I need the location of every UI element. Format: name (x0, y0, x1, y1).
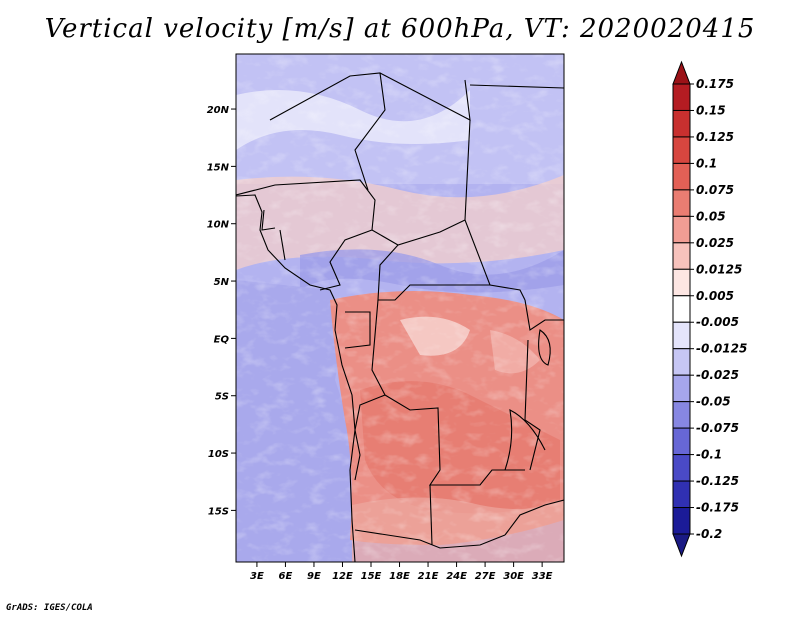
colorbar-label: 0.125 (696, 130, 734, 144)
latitude-axis: 20N 15N 10N 5N EQ 5S 10S 15S (207, 105, 236, 517)
colorbar-label: 0.1 (696, 156, 717, 170)
longitude-axis: 3E 6E 9E 12E 15E 18E 21E 24E 27E 30E 33E (250, 562, 553, 582)
colorbar-label: 0.05 (696, 209, 726, 223)
lat-tick-label: 15S (208, 506, 229, 517)
colorbar-label: 0.0125 (696, 262, 742, 276)
colorbar-top-triangle (672, 60, 691, 85)
colorbar-swatch (672, 374, 691, 403)
colorbar-swatch (672, 401, 691, 429)
country-borders (236, 72, 564, 549)
lon-tick-label: 15E (361, 571, 382, 582)
lon-tick-label: 21E (418, 571, 439, 582)
colorbar-label: 0.075 (696, 183, 734, 197)
colorbar-swatch (672, 427, 691, 456)
lat-tick-label: 5N (214, 277, 230, 288)
lat-tick-label: 10S (208, 449, 229, 460)
colorbar-label: -0.05 (696, 395, 731, 409)
colorbar-label: 0.15 (696, 103, 726, 117)
colorbar-label: 0.175 (696, 77, 734, 91)
lat-tick-label: EQ (214, 334, 230, 345)
colorbar-label: -0.025 (696, 368, 739, 382)
lat-tick-label: 10N (207, 220, 230, 231)
colorbar-label: 0.025 (696, 236, 734, 250)
colorbar-swatch (672, 189, 691, 217)
colorbar-swatch (672, 268, 691, 297)
lat-tick-label: 15N (207, 162, 230, 173)
colorbar-swatch (672, 162, 691, 191)
colorbar-swatch (672, 83, 691, 111)
velocity-field (236, 54, 564, 562)
lon-tick-label: 18E (389, 571, 410, 582)
lon-tick-label: 6E (279, 571, 293, 582)
colorbar-label: 0.005 (696, 289, 734, 303)
colorbar-label: -0.125 (696, 474, 739, 488)
lon-tick-label: 3E (250, 571, 264, 582)
colorbar-label: -0.0125 (696, 342, 747, 356)
colorbar: 0.175 0.15 0.125 0.1 0.075 0.05 0.025 0.0125 0.0… (672, 60, 747, 558)
colorbar-swatch (672, 454, 691, 482)
colorbar-label: -0.2 (696, 527, 722, 541)
grads-credit: GrADS: IGES/COLA (6, 603, 93, 613)
colorbar-swatch (672, 242, 691, 270)
lon-tick-label: 27E (475, 571, 496, 582)
lon-tick-label: 33E (532, 571, 553, 582)
colorbar-label: -0.175 (696, 501, 739, 515)
lon-tick-label: 30E (503, 571, 524, 582)
colorbar-swatch (672, 507, 691, 535)
coastline (236, 194, 356, 562)
lat-tick-label: 5S (215, 392, 229, 403)
colorbar-swatch (672, 348, 691, 376)
colorbar-label: -0.075 (696, 421, 739, 435)
colorbar-label: -0.005 (696, 315, 739, 329)
colorbar-swatch (672, 295, 691, 323)
lat-tick-label: 20N (207, 105, 230, 116)
lon-tick-label: 24E (446, 571, 467, 582)
chart-title: Vertical velocity [m/s] at 600hPa, VT: 2… (44, 14, 756, 44)
colorbar-swatch (672, 109, 691, 138)
colorbar-bottom-triangle (672, 533, 691, 558)
colorbar-swatch (672, 215, 691, 244)
lon-tick-label: 9E (307, 571, 321, 582)
lon-tick-label: 12E (332, 571, 353, 582)
colorbar-label: -0.1 (696, 448, 722, 462)
colorbar-swatch (672, 321, 691, 350)
colorbar-swatch (672, 136, 691, 164)
colorbar-swatch (672, 480, 691, 509)
